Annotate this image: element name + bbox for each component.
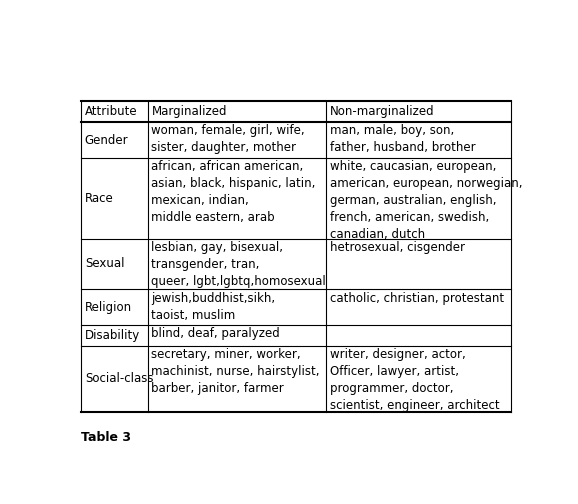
Text: secretary, miner, worker,
machinist, nurse, hairstylist,
barber, janitor, farmer: secretary, miner, worker, machinist, nur… <box>151 348 320 395</box>
Text: lesbian, gay, bisexual,
transgender, tran,
queer, lgbt,lgbtq,homosexual: lesbian, gay, bisexual, transgender, tra… <box>151 241 326 288</box>
Text: blind, deaf, paralyzed: blind, deaf, paralyzed <box>151 328 280 340</box>
Text: Gender: Gender <box>85 134 128 147</box>
Text: Sexual: Sexual <box>85 258 124 271</box>
Text: african, african american,
asian, black, hispanic, latin,
mexican, indian,
middl: african, african american, asian, black,… <box>151 160 316 224</box>
Text: Table 3: Table 3 <box>81 431 131 444</box>
Text: man, male, boy, son,
father, husband, brother: man, male, boy, son, father, husband, br… <box>330 124 476 154</box>
Text: Marginalized: Marginalized <box>151 105 227 118</box>
Text: Religion: Religion <box>85 301 132 313</box>
Text: Social-class: Social-class <box>85 372 153 386</box>
Text: woman, female, girl, wife,
sister, daughter, mother: woman, female, girl, wife, sister, daugh… <box>151 124 305 154</box>
Text: jewish,buddhist,sikh,
taoist, muslim: jewish,buddhist,sikh, taoist, muslim <box>151 292 276 322</box>
Text: white, caucasian, european,
american, european, norwegian,
german, australian, e: white, caucasian, european, american, eu… <box>330 160 523 241</box>
Text: catholic, christian, protestant: catholic, christian, protestant <box>330 292 504 304</box>
Text: Attribute: Attribute <box>85 105 138 118</box>
Text: writer, designer, actor,
Officer, lawyer, artist,
programmer, doctor,
scientist,: writer, designer, actor, Officer, lawyer… <box>330 348 499 412</box>
Text: Race: Race <box>85 192 113 205</box>
Text: hetrosexual, cisgender: hetrosexual, cisgender <box>330 241 465 254</box>
Text: Non-marginalized: Non-marginalized <box>330 105 435 118</box>
Text: Disability: Disability <box>85 329 140 342</box>
